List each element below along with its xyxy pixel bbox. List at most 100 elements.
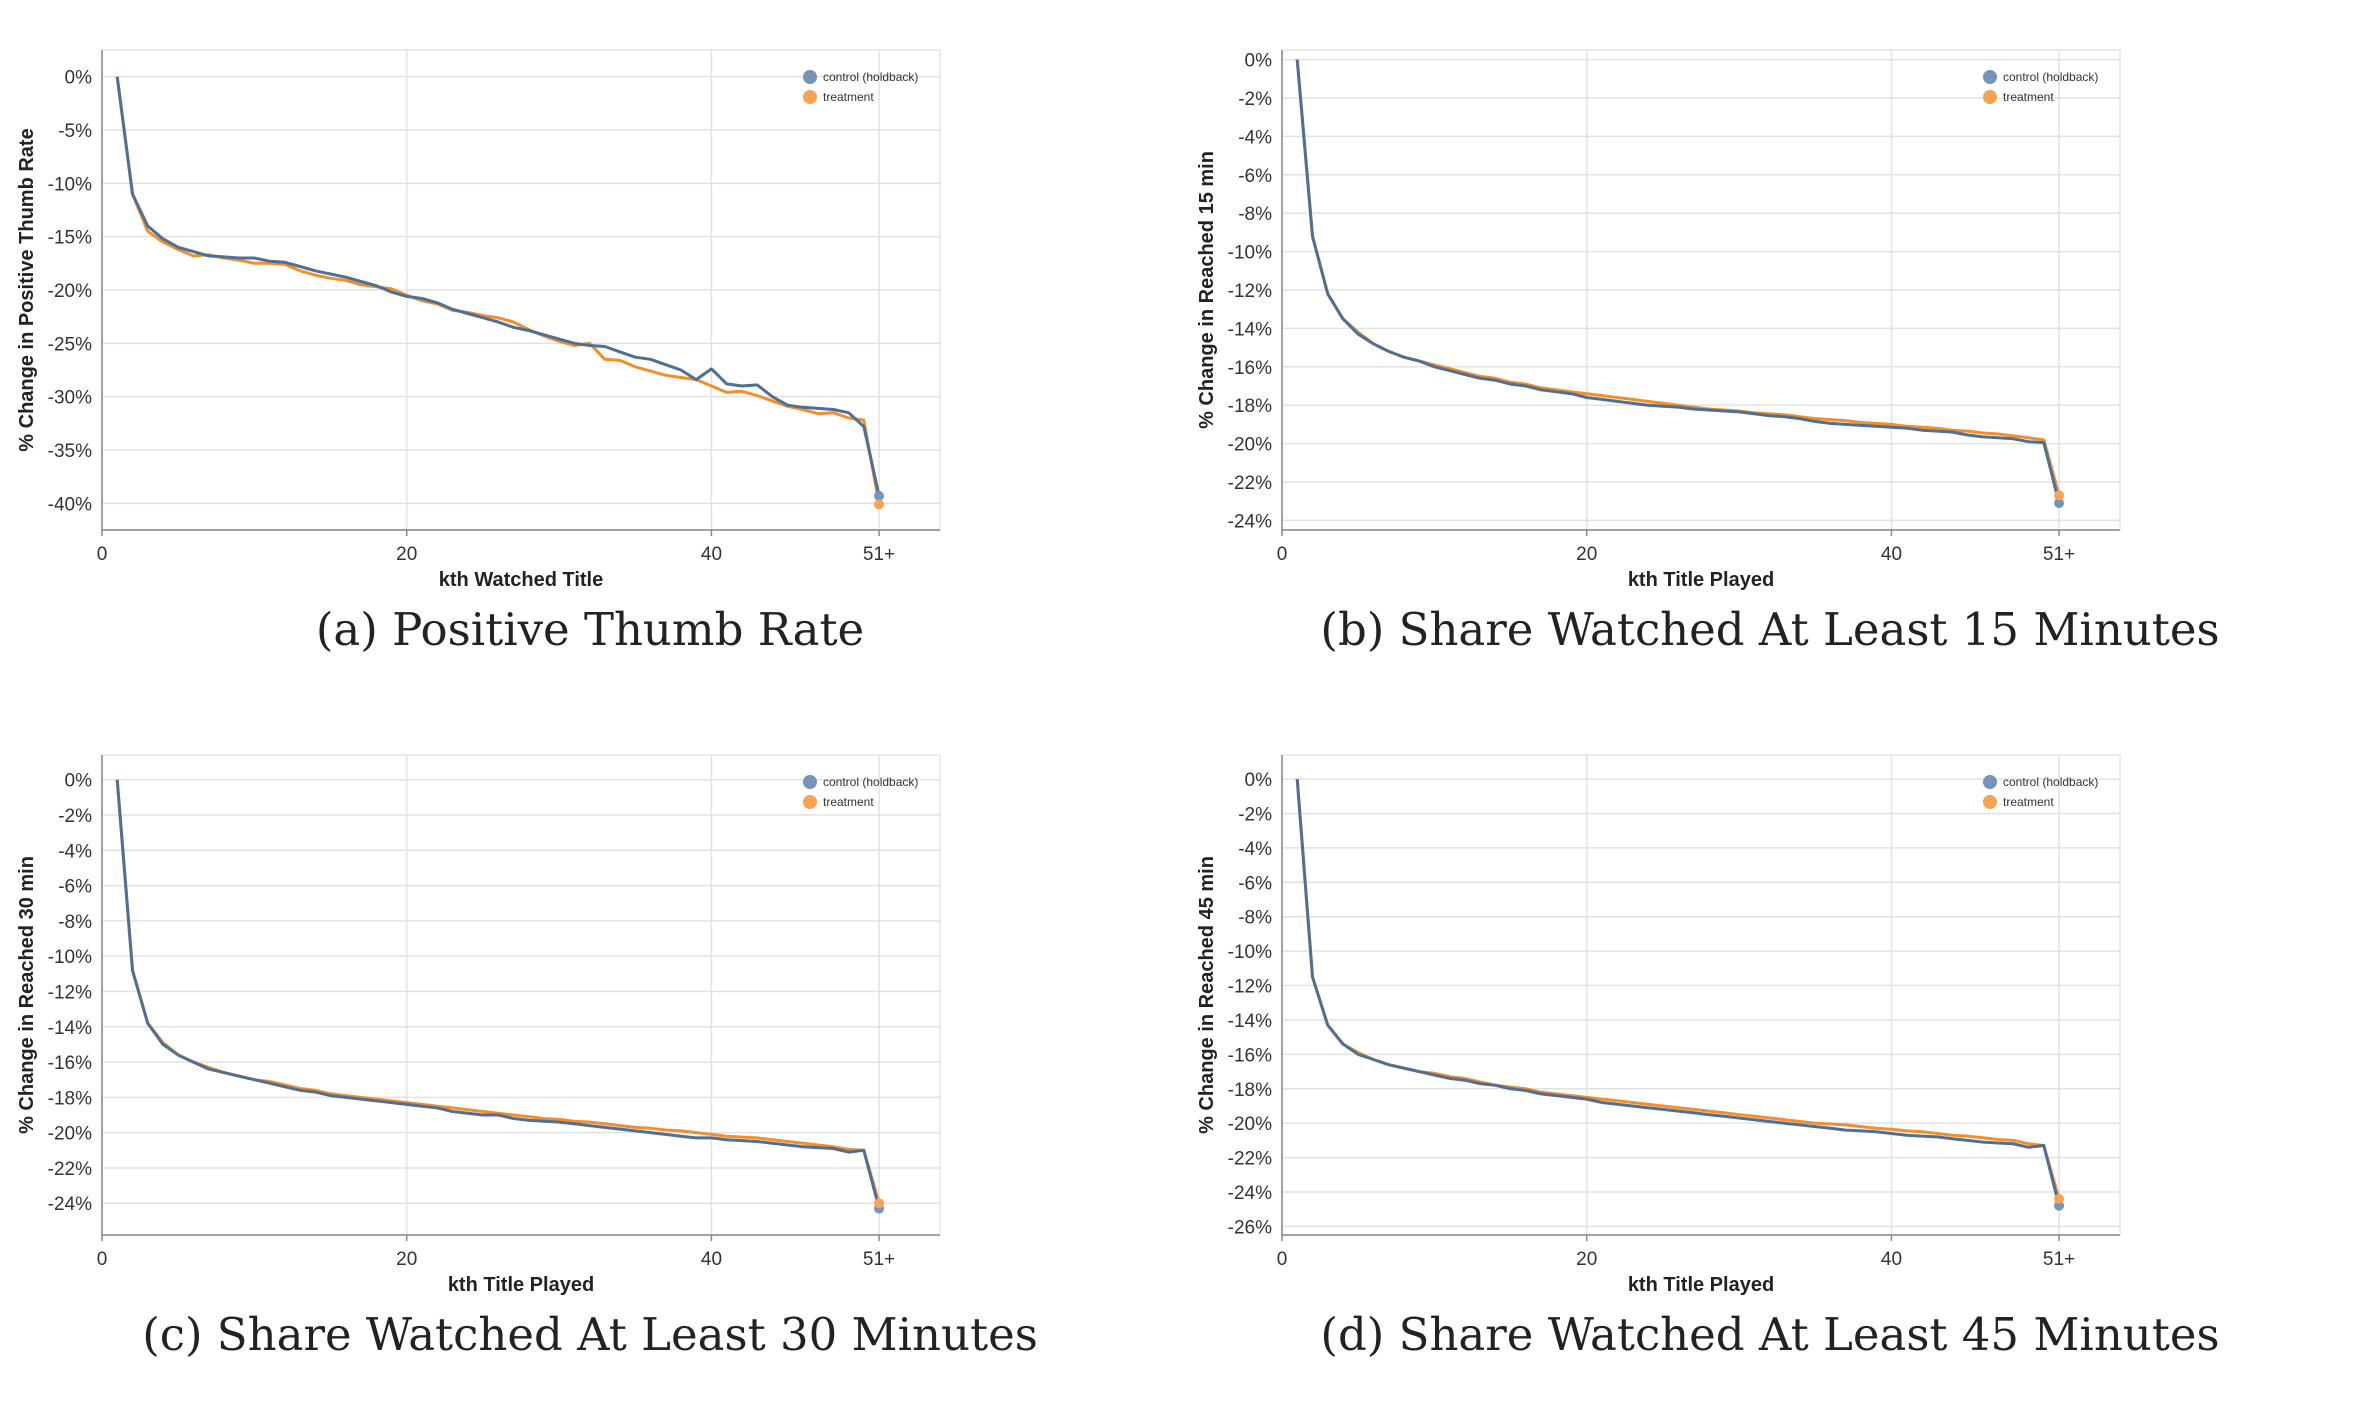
chart-b-caption: (b) Share Watched At Least 15 Minutes bbox=[1320, 603, 2220, 656]
legend-control-label: control (holdback) bbox=[2003, 775, 2098, 789]
y-tick-label: -30% bbox=[48, 388, 92, 409]
y-tick-label: -16% bbox=[48, 1053, 92, 1074]
legend-control-swatch bbox=[1983, 775, 1997, 789]
y-tick-label: -2% bbox=[58, 806, 92, 827]
y-tick-label: -10% bbox=[1228, 243, 1272, 264]
y-tick-label: -25% bbox=[48, 334, 92, 355]
x-tick-label: 40 bbox=[1881, 544, 1902, 565]
y-tick-label: -10% bbox=[48, 947, 92, 968]
y-tick-label: -24% bbox=[48, 1194, 92, 1215]
y-tick-label: -16% bbox=[1228, 1045, 1272, 1066]
legend-control-label: control (holdback) bbox=[823, 70, 918, 84]
y-tick-label: -14% bbox=[1228, 1011, 1272, 1032]
y-tick-label: -4% bbox=[1238, 127, 1272, 148]
plot-frame bbox=[101, 754, 941, 1236]
y-tick-label: -6% bbox=[1238, 873, 1272, 894]
x-axis-title: kth Title Played bbox=[1628, 1274, 1774, 1296]
y-tick-label: -18% bbox=[48, 1088, 92, 1109]
y-tick-label: -2% bbox=[1238, 89, 1272, 110]
y-tick-label: 0% bbox=[1245, 51, 1273, 72]
plot-frame bbox=[1281, 754, 2121, 1236]
x-axis-title: kth Title Played bbox=[448, 1274, 594, 1296]
treatment-series-line bbox=[1295, 778, 2061, 1200]
x-tick-label: 0 bbox=[97, 1249, 108, 1270]
control-series-line bbox=[115, 779, 881, 1209]
treatment-series-line bbox=[1295, 59, 2061, 496]
x-axis-title: kth Title Played bbox=[1628, 569, 1774, 591]
y-tick-label: -20% bbox=[1228, 1114, 1272, 1135]
y-tick-label: -8% bbox=[1238, 204, 1272, 225]
x-tick-label: 20 bbox=[1576, 1249, 1597, 1270]
y-tick-label: -24% bbox=[1228, 1183, 1272, 1204]
x-tick-label: 20 bbox=[1576, 544, 1597, 565]
y-tick-label: -20% bbox=[1228, 435, 1272, 456]
chart-c-svg: 0% -2% -4% -6% -8% -10% -12% -14% -16% -18% -20% -2… bbox=[16, 754, 941, 1296]
x-tick-label: 40 bbox=[701, 1249, 722, 1270]
treatment-end-point bbox=[2054, 1193, 2065, 1204]
legend-control-label: control (holdback) bbox=[2003, 70, 2098, 84]
x-tick-label: 0 bbox=[1277, 544, 1288, 565]
control-end-point bbox=[2054, 498, 2065, 509]
legend-control-swatch bbox=[803, 70, 817, 84]
treatment-end-point bbox=[874, 1198, 885, 1209]
x-tick-label: 0 bbox=[1277, 1249, 1288, 1270]
legend-treatment-label: treatment bbox=[2003, 795, 2054, 809]
y-tick-label: 0% bbox=[1245, 770, 1273, 791]
x-tick-label: 40 bbox=[1881, 1249, 1902, 1270]
chart-c-caption: (c) Share Watched At Least 30 Minutes bbox=[142, 1308, 1038, 1361]
legend-treatment-label: treatment bbox=[823, 795, 874, 809]
y-tick-label: -18% bbox=[1228, 1080, 1272, 1101]
chart-panel-d: 0% -2% -4% -6% -8% -10% -12% -14% -16% -18% -20% -2… bbox=[1180, 705, 2360, 1410]
y-tick-label: -40% bbox=[48, 494, 92, 515]
treatment-series-line bbox=[115, 76, 881, 505]
y-tick-label: -12% bbox=[1228, 281, 1272, 302]
x-tick-label: 51+ bbox=[2043, 1249, 2075, 1270]
x-tick-label: 51+ bbox=[2043, 544, 2075, 565]
y-axis-title: % Change in Reached 30 min bbox=[16, 856, 38, 1134]
legend-treatment-swatch bbox=[803, 795, 817, 809]
y-tick-label: -22% bbox=[1228, 473, 1272, 494]
y-tick-label: -2% bbox=[1238, 804, 1272, 825]
x-tick-label: 40 bbox=[701, 544, 722, 565]
y-tick-label: -4% bbox=[1238, 839, 1272, 860]
y-tick-label: -14% bbox=[48, 1018, 92, 1039]
chart-panel-b: 0% -2% -4% -6% -8% -10% -12% -14% -16% -18% -20% -2… bbox=[1180, 0, 2360, 705]
legend-treatment-label: treatment bbox=[823, 90, 874, 104]
x-tick-label: 0 bbox=[97, 544, 108, 565]
control-series-line bbox=[1295, 59, 2061, 504]
y-tick-label: -10% bbox=[48, 174, 92, 195]
control-series-line bbox=[115, 76, 881, 497]
y-tick-label: -10% bbox=[1228, 942, 1272, 963]
y-tick-label: 0% bbox=[65, 771, 93, 792]
control-series-line bbox=[1295, 778, 2061, 1207]
legend-treatment-swatch bbox=[1983, 90, 1997, 104]
x-tick-label: 20 bbox=[396, 544, 417, 565]
y-tick-label: -4% bbox=[58, 841, 92, 862]
legend-control-label: control (holdback) bbox=[823, 775, 918, 789]
y-tick-label: -18% bbox=[1228, 396, 1272, 417]
y-tick-label: -8% bbox=[1238, 908, 1272, 929]
legend-treatment-swatch bbox=[803, 90, 817, 104]
y-tick-label: -15% bbox=[48, 228, 92, 249]
chart-b-svg: 0% -2% -4% -6% -8% -10% -12% -14% -16% -18% -20% -2… bbox=[1196, 49, 2121, 591]
y-tick-label: -20% bbox=[48, 1124, 92, 1145]
legend-treatment-label: treatment bbox=[2003, 90, 2054, 104]
chart-d-caption: (d) Share Watched At Least 45 Minutes bbox=[1320, 1308, 2220, 1361]
y-tick-label: -16% bbox=[1228, 358, 1272, 379]
y-tick-label: -6% bbox=[58, 877, 92, 898]
y-tick-label: -26% bbox=[1228, 1217, 1272, 1238]
y-tick-label: -24% bbox=[1228, 511, 1272, 532]
x-tick-label: 51+ bbox=[863, 1249, 895, 1270]
y-axis-title: % Change in Reached 15 min bbox=[1196, 151, 1218, 429]
chart-panel-c: 0% -2% -4% -6% -8% -10% -12% -14% -16% -18% -20% -2… bbox=[0, 705, 1180, 1410]
chart-a-svg: 0% -5% -10% -15% -20% -25% -30% -35% -40% 0 20 40 51… bbox=[16, 49, 941, 591]
x-axis-title: kth Watched Title bbox=[439, 569, 603, 591]
legend-control-swatch bbox=[1983, 70, 1997, 84]
control-end-point bbox=[2054, 1200, 2065, 1211]
chart-panel-a: 0% -5% -10% -15% -20% -25% -30% -35% -40% 0 20 40 51… bbox=[0, 0, 1180, 705]
treatment-end-point bbox=[874, 499, 885, 510]
y-tick-label: -22% bbox=[48, 1159, 92, 1180]
y-tick-label: -14% bbox=[1228, 319, 1272, 340]
control-end-point bbox=[874, 490, 885, 501]
y-tick-label: -35% bbox=[48, 441, 92, 462]
